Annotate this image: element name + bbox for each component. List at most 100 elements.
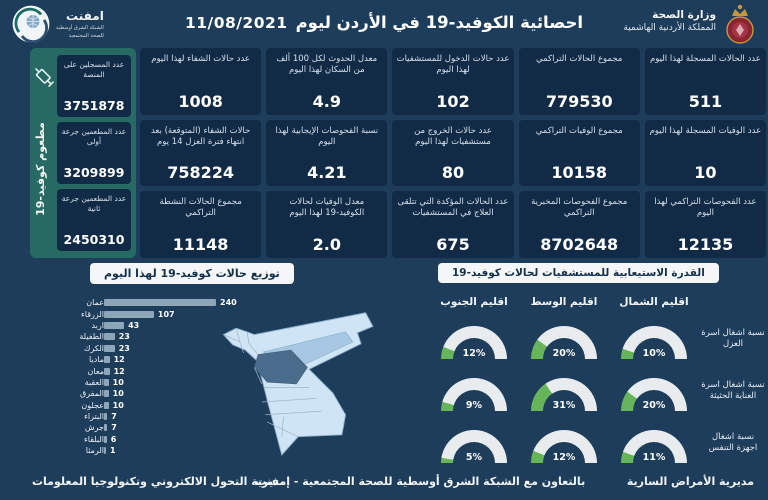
vaccination-panel: مطعوم كوفيد-19 عدد المسجلين على المنصة 3… <box>30 48 136 258</box>
gauge-cell: 11% <box>609 417 699 469</box>
jordan-map <box>208 300 392 468</box>
stat-label: حالات الشفاء (المتوقعة) بعد انتهاء فترة … <box>150 125 251 147</box>
bar-label: جرش <box>84 423 104 433</box>
syringe-icon <box>32 64 56 94</box>
gauge-hole <box>453 442 495 463</box>
bar-row: ماديا 12 <box>56 354 306 365</box>
bar-label: اربد <box>91 320 104 330</box>
bar-label: ماديا <box>89 355 104 365</box>
stat-value: 12135 <box>677 234 734 254</box>
capacity-gauge: 10% <box>621 326 687 359</box>
bar-value: 107 <box>157 309 175 319</box>
footer-it-directorate: مديرية التحول الالكتروني وتكنولوجيا المع… <box>32 475 287 488</box>
stat-card: عدد الفحوصات التراكمي لهذا اليوم 12135 <box>644 191 766 258</box>
bar-value: 7 <box>111 412 117 422</box>
stat-card: مجموع الوفيات التراكمي 10158 <box>518 119 640 187</box>
vaccination-card-value: 2450310 <box>63 232 125 247</box>
vaccination-card-label: عدد المطعمين جرعة ثانية <box>61 194 127 213</box>
stat-label: عدد الوفيات المسجلة لهذا اليوم <box>649 125 762 136</box>
gauge-cell: 20% <box>609 365 699 417</box>
stat-label: مجموع الحالات التراكمي <box>536 54 623 64</box>
gauge-value: 20% <box>642 400 666 411</box>
vaccination-card-value: 3209899 <box>63 165 125 180</box>
bar <box>104 424 108 432</box>
amman-region <box>254 349 308 385</box>
capacity-row-label: نسبة اشغال اجهزة التنفس <box>708 431 758 453</box>
bar-value: 12 <box>113 355 125 365</box>
stat-label: معدل الوفيات لحالات الكوفيد-19 لهذا اليو… <box>289 197 365 219</box>
emphnet-subline-1: الشبكة الشرق أوسطية <box>56 25 104 31</box>
capacity-title: القدرة الاستيعابية للمستشفيات لحالات كوف… <box>438 263 719 283</box>
gauge-hole <box>633 442 675 463</box>
bar-label: عجلون <box>81 400 104 410</box>
vaccination-card-registered: عدد المسجلين على المنصة 3751878 <box>57 55 131 117</box>
ministry-title: وزارة الصحة <box>652 9 716 21</box>
distribution-title: توزيع حالات كوفيد-19 لهذا اليوم <box>90 263 294 284</box>
bar-row: عمان 240 <box>56 297 306 308</box>
bar-value: 43 <box>128 320 140 330</box>
bar <box>104 390 109 398</box>
distribution-bar-chart: عمان 240 الزرقاء 107 اربد 43 الطفيلة 23 الكر… <box>56 297 306 456</box>
bar <box>104 401 109 409</box>
bar-label: البتراء <box>84 412 104 422</box>
bar-row: البتراء 7 <box>56 411 306 422</box>
bar-value: 10 <box>112 400 124 410</box>
gauge-value: 31% <box>552 400 576 411</box>
capacity-gauge: 12% <box>531 430 597 463</box>
gauge-hole <box>453 390 495 411</box>
stats-grid: عدد الحالات المسجلة لهذا اليوم 511 مجموع … <box>140 48 766 258</box>
emphnet-text-block: امفنت الشبكة الشرق أوسطية للصحة المجتمعي… <box>56 9 104 39</box>
bar-value: 12 <box>113 366 125 376</box>
bar <box>104 413 108 421</box>
stat-card: عدد حالات الشفاء لهذا اليوم 1008 <box>140 48 262 115</box>
stat-value: 1008 <box>178 91 223 111</box>
stat-card: مجموع الحالات التراكمي 779530 <box>518 48 640 115</box>
gauge-hole <box>543 338 585 359</box>
stat-card: مجموع الحالات النشطة التراكمي 11148 <box>140 191 262 258</box>
capacity-gauge: 20% <box>621 378 687 411</box>
stat-card: معدل الحدوث لكل 100 ألف من السكان لهذا ا… <box>266 48 388 115</box>
stat-label: عدد الفحوصات التراكمي لهذا اليوم <box>654 197 757 219</box>
emphnet-name: امفنت <box>66 9 104 23</box>
vaccination-card-first-dose: عدد المطعمين جرعة أولى 3209899 <box>57 122 131 184</box>
gauge-hole <box>543 442 585 463</box>
gauge-value: 10% <box>642 348 666 359</box>
region-header-north: اقليم الشمال <box>619 296 689 308</box>
gauge-cell: 10% <box>609 313 699 365</box>
capacity-gauge: 5% <box>441 430 507 463</box>
emphnet-subline-2: للصحة المجتمعية <box>68 33 104 39</box>
capacity-gauge: 9% <box>441 378 507 411</box>
footer-communicable-diseases: مديرية الأمراض السارية <box>626 475 754 488</box>
bar <box>104 299 216 307</box>
report-date: 11/08/2021 <box>184 14 288 32</box>
bar-row: الطفيلة 23 <box>56 331 306 342</box>
bar <box>104 447 106 455</box>
bar-value: 240 <box>220 298 237 308</box>
capacity-gauge: 31% <box>531 378 597 411</box>
stat-card: عدد الوفيات المسجلة لهذا اليوم 10 <box>644 119 766 187</box>
stat-card: معدل الوفيات لحالات الكوفيد-19 لهذا اليو… <box>266 191 388 258</box>
bar-label: الزرقاء <box>81 309 104 319</box>
gauge-hole <box>543 390 585 411</box>
page-title: احصائية الكوفيد-19 في الأردن ليوم 11/08/… <box>185 13 583 32</box>
capacity-gauge: 11% <box>621 430 687 463</box>
bar-row: الكرك 23 <box>56 343 306 354</box>
vaccination-card-value: 3751878 <box>63 98 125 113</box>
bar-value: 7 <box>111 423 117 433</box>
capacity-gauge: 20% <box>531 326 597 359</box>
bar-label: معان <box>87 366 104 376</box>
gauge-value: 9% <box>465 400 483 411</box>
stat-card: حالات الشفاء (المتوقعة) بعد انتهاء فترة … <box>140 119 262 187</box>
bar-value: 10 <box>112 389 124 399</box>
bar <box>104 321 125 329</box>
bar-row: عجلون 10 <box>56 400 306 411</box>
stat-card: نسبة الفحوصات الإيجابية لهذا اليوم 4.21 <box>266 119 388 187</box>
gauge-cell: 12% <box>429 313 519 365</box>
capacity-grid: اقليم الشمال اقليم الوسط اقليم الجنوب نس… <box>425 291 765 469</box>
bar-label: البلقاء <box>84 434 104 444</box>
stat-value: 4.21 <box>307 163 347 183</box>
vaccination-card-label: عدد المسجلين على المنصة <box>63 60 125 79</box>
stat-card: مجموع الفحوصات المخبرية التراكمي 8702648 <box>518 191 640 258</box>
region-header-south: اقليم الجنوب <box>440 296 508 308</box>
